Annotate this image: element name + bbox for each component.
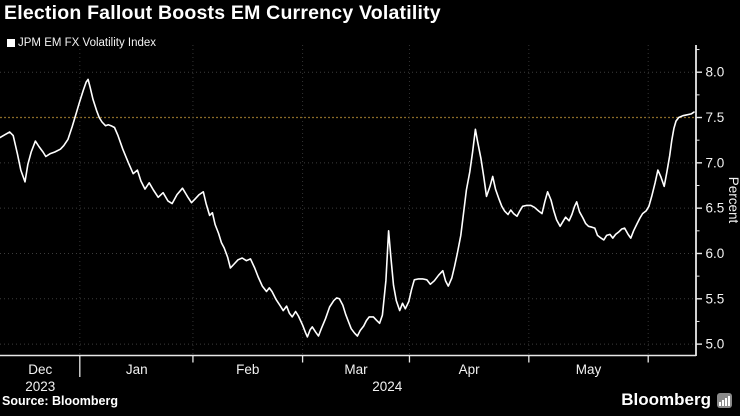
page-title: Election Fallout Boosts EM Currency Vola… <box>4 2 441 24</box>
bloomberg-wordmark: Bloomberg <box>621 390 711 409</box>
y-tick-label-6.0: 6.0 <box>706 246 725 261</box>
x-tick-label-may: May <box>576 362 602 377</box>
x-tick-label-dec: Dec <box>28 362 52 377</box>
y-axis-title: Percent <box>726 177 740 224</box>
y-tick-label-7.0: 7.0 <box>706 155 725 170</box>
y-tick-label-5.5: 5.5 <box>706 291 725 306</box>
bloomberg-brand: Bloomberg <box>621 390 732 410</box>
x-tick-label-jan: Jan <box>126 362 148 377</box>
y-tick-label-8.0: 8.0 <box>706 65 725 80</box>
source-credit: Source: Bloomberg <box>2 394 118 408</box>
x-year-label-2023: 2023 <box>25 379 55 394</box>
x-tick-label-mar: Mar <box>344 362 368 377</box>
y-tick-label-5.0: 5.0 <box>706 337 725 352</box>
x-tick-label-feb: Feb <box>236 362 259 377</box>
x-year-label-2024: 2024 <box>372 379 403 394</box>
x-tick-label-apr: Apr <box>459 362 481 377</box>
y-tick-label-7.5: 7.5 <box>706 110 725 125</box>
series-line-jpm-em-fx-volatility <box>0 78 695 338</box>
bloomberg-logo-icon <box>717 392 732 408</box>
legend-label: JPM EM FX Volatility Index <box>18 37 157 49</box>
legend-swatch-icon <box>7 39 15 47</box>
legend: JPM EM FX Volatility Index <box>7 37 156 49</box>
y-tick-label-6.5: 6.5 <box>706 201 725 216</box>
